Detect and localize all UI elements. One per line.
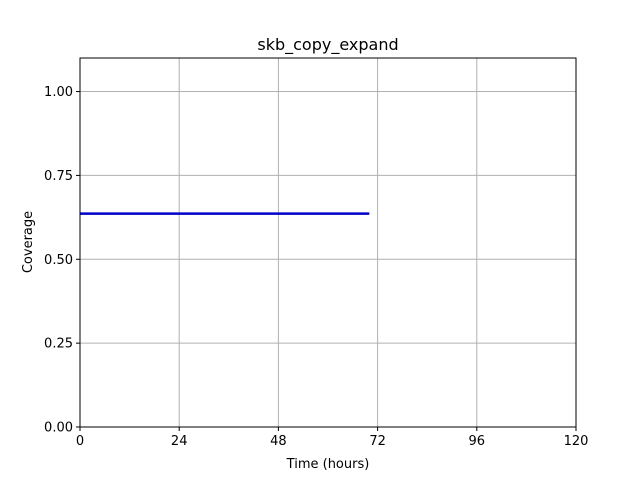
x-tick-label: 24 <box>171 434 188 449</box>
x-tick-label: 120 <box>564 434 589 449</box>
x-tick-label: 48 <box>270 434 287 449</box>
x-tick-label: 72 <box>369 434 386 449</box>
y-tick-label: 0.75 <box>44 169 73 184</box>
x-axis-label: Time (hours) <box>286 457 370 472</box>
x-tick-label: 96 <box>469 434 486 449</box>
x-tick-label: 0 <box>76 434 84 449</box>
y-tick-label: 0.00 <box>44 421 73 436</box>
y-tick-label: 0.25 <box>44 337 73 352</box>
plot-frame <box>79 57 577 428</box>
x-axis: 0 24 48 72 96 120 <box>76 427 589 449</box>
y-axis-label: Coverage <box>21 211 36 273</box>
y-tick-label: 1.00 <box>44 85 73 100</box>
plot-area <box>80 58 576 427</box>
y-axis: 0.00 0.25 0.50 0.75 1.00 <box>44 85 80 436</box>
chart-title: skb_copy_expand <box>257 35 398 55</box>
y-tick-label: 0.50 <box>44 253 73 268</box>
